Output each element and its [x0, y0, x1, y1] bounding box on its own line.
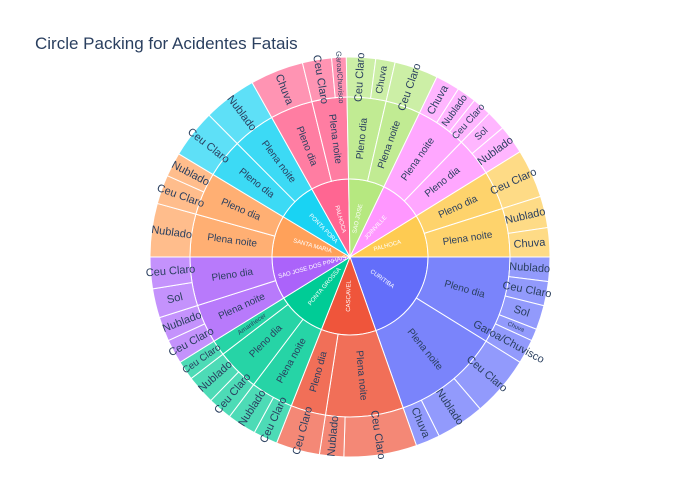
sector-label-sol: Sol — [512, 303, 531, 319]
sector-label-nublado: Nublado — [509, 261, 551, 276]
sector-label-nublado: Nublado — [326, 415, 342, 457]
sector-label-plena-noite: Plena noite — [353, 350, 369, 401]
sector-label-chuva: Chuva — [374, 64, 390, 94]
sector-label-chuva: Chuva — [513, 236, 546, 250]
sector-label-nublado: Nublado — [151, 224, 193, 241]
sector-label-cascavel: CASCAVEL — [346, 279, 353, 311]
sector-label-ceu-claro: Ceu Claro — [353, 52, 368, 102]
sector-label-ceu-claro: Ceu Claro — [145, 263, 195, 279]
chart-title: Circle Packing for Acidentes Fatais — [35, 34, 298, 53]
sector-label-garoa-chuvisco: Garoa/Chuvisco — [334, 51, 346, 104]
sector-label-pleno-dia: Pleno dia — [355, 117, 370, 160]
sector-label-sol: Sol — [166, 291, 184, 306]
sector-palhoca-plena-noite-chuva[interactable] — [507, 226, 551, 258]
